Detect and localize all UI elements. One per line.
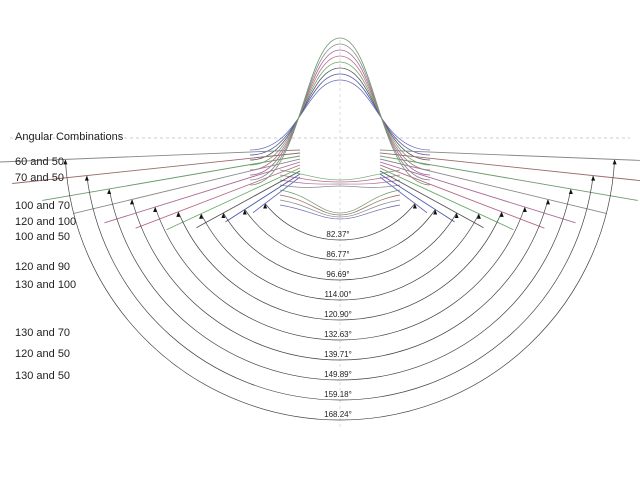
profile-line (379, 152, 640, 182)
profile-line (379, 170, 484, 229)
angle-arc (65, 159, 615, 421)
arrow (153, 207, 158, 213)
profile-line (196, 170, 301, 229)
arrow (454, 212, 459, 218)
profile-line (166, 167, 301, 231)
angle-label: 139.71° (324, 350, 352, 359)
profile-line (379, 176, 428, 214)
arrow (130, 199, 135, 205)
labels: 82.37° 86.77° 96.69° 114.00° 120.90° 132.63° 1… (15, 156, 352, 419)
arrow (545, 199, 550, 205)
arrow (568, 188, 573, 194)
combination-label: 120 and 50 (15, 348, 70, 360)
angle-label: 114.00° (324, 290, 351, 299)
profile-line (379, 167, 514, 231)
arrow (522, 207, 527, 213)
combination-label: 120 and 100 (15, 216, 76, 228)
profile-line (42, 155, 301, 201)
profile-line (379, 164, 545, 229)
arrow (499, 211, 504, 217)
bump-curve (249, 55, 431, 171)
angle-arc (177, 211, 503, 321)
arrow (242, 209, 247, 215)
angle-label: 120.90° (324, 310, 352, 319)
arrow (591, 175, 596, 181)
arrow (433, 209, 438, 215)
angle-arc (200, 213, 480, 301)
bump-curve (249, 67, 431, 161)
inner-curve (279, 169, 401, 181)
profile-line (379, 149, 640, 161)
angle-arc (244, 209, 436, 261)
inner-curve (279, 204, 401, 220)
arrow (476, 213, 481, 219)
profile-line (379, 158, 607, 215)
profile-line (12, 152, 301, 184)
arrow (612, 159, 617, 165)
bump-curve (249, 49, 431, 176)
profile-line (135, 164, 301, 229)
bump-curve (249, 43, 431, 181)
angle-arc (86, 175, 594, 401)
angle-arc (223, 212, 457, 281)
geometry (0, 37, 640, 421)
profile-line (379, 155, 638, 201)
profile-line (379, 173, 455, 223)
combination-label: 70 and 50 (15, 172, 64, 184)
combination-label: 60 and 50 (15, 156, 64, 168)
angle-label: 86.77° (326, 250, 349, 259)
arrow (221, 212, 226, 218)
profile-line (225, 173, 301, 223)
combination-label: 100 and 70 (15, 200, 70, 212)
combination-label: 130 and 50 (15, 370, 70, 382)
angle-label: 159.18° (324, 390, 352, 399)
combination-label: 120 and 90 (15, 261, 70, 273)
angle-label: 149.89° (324, 370, 352, 379)
combination-label: 130 and 70 (15, 327, 70, 339)
inner-curve (279, 184, 401, 188)
angle-label: 82.37° (326, 230, 349, 239)
inner-curve (279, 189, 401, 214)
arrow (84, 175, 89, 181)
combination-label: 130 and 100 (15, 279, 76, 291)
angle-arc (131, 199, 549, 361)
profile-line (252, 176, 301, 214)
arrow (176, 211, 181, 217)
profile-line (0, 149, 301, 163)
arrow (107, 188, 112, 194)
arrow (412, 203, 417, 209)
arrow (199, 213, 204, 219)
arrow (263, 203, 268, 209)
angle-arc (108, 188, 572, 381)
bump-curve (249, 79, 431, 151)
inner-curve (279, 199, 401, 218)
inner-curve (279, 194, 401, 216)
title: Angular Combinations (15, 131, 124, 143)
profile-line (73, 158, 301, 215)
profile-line (379, 161, 576, 224)
angle-arc (264, 203, 416, 241)
angle-label: 132.63° (324, 330, 352, 339)
profile-line (104, 161, 301, 224)
angle-label: 96.69° (326, 270, 349, 279)
bump-curve (249, 61, 431, 166)
angle-arc (154, 206, 526, 341)
inner-curve (279, 179, 401, 185)
arrow (63, 159, 68, 165)
inner-curve (279, 174, 401, 183)
combination-label: 100 and 50 (15, 231, 70, 243)
angle-label: 168.24° (324, 410, 352, 419)
bump-curve (249, 73, 431, 156)
